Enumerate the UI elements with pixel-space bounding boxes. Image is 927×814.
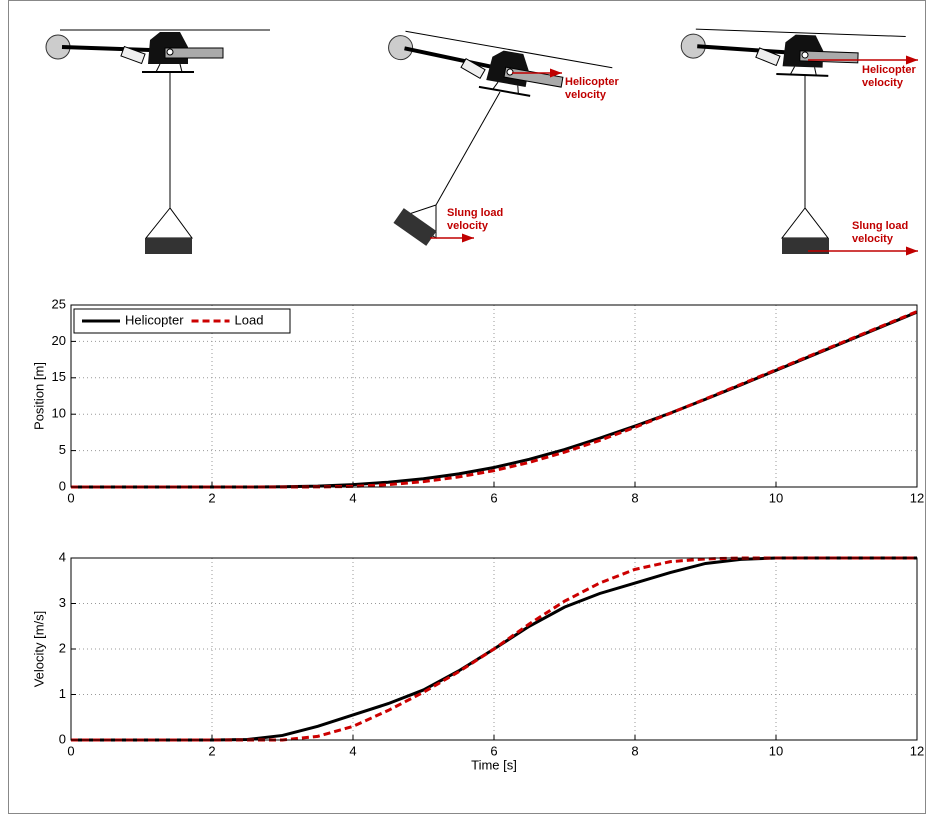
y-tick-label: 20: [52, 333, 66, 348]
x-tick-label: 2: [208, 490, 215, 505]
y-tick-label: 10: [52, 406, 66, 421]
axes-box: [70, 557, 918, 741]
annotation: velocity: [447, 220, 489, 232]
x-tick-label: 6: [490, 490, 497, 505]
x-tick-label: 4: [349, 743, 356, 758]
y-tick-label: 15: [52, 369, 66, 384]
annotation: Slung load: [447, 207, 503, 219]
annotation: Helicopter: [862, 64, 917, 76]
x-tick-label: 12: [910, 743, 924, 758]
y-axis-label: Position [m]: [31, 362, 46, 430]
y-tick-label: 0: [59, 478, 66, 493]
x-tick-label: 6: [490, 743, 497, 758]
x-tick-label: 4: [349, 490, 356, 505]
x-tick-label: 10: [769, 490, 783, 505]
x-tick-label: 0: [67, 490, 74, 505]
legend-label: Load: [235, 312, 264, 327]
x-tick-label: 12: [910, 490, 924, 505]
series-line: [71, 310, 918, 489]
x-tick-label: 2: [208, 743, 215, 758]
x-tick-label: 8: [631, 743, 638, 758]
x-tick-label: 0: [67, 743, 74, 758]
x-tick-label: 8: [631, 490, 638, 505]
y-tick-label: 5: [59, 442, 66, 457]
x-axis-label: Time [s]: [471, 757, 517, 772]
annotation: velocity: [565, 89, 607, 101]
y-tick-label: 25: [52, 296, 66, 311]
y-axis-label: Velocity [m/s]: [31, 611, 46, 688]
illustration: Helicopter velocity Slung load velocity …: [44, 29, 918, 256]
y-tick-label: 4: [59, 549, 66, 564]
annotation: velocity: [862, 77, 904, 89]
legend-label: Helicopter: [125, 312, 184, 327]
y-tick-label: 3: [59, 595, 66, 610]
annotation: Slung load: [852, 220, 908, 232]
y-tick-label: 1: [59, 686, 66, 701]
x-tick-label: 10: [769, 743, 783, 758]
y-tick-label: 2: [59, 640, 66, 655]
plot-area: [71, 305, 917, 487]
annotation: Helicopter: [565, 76, 620, 88]
y-tick-label: 0: [59, 731, 66, 746]
annotation: velocity: [852, 233, 894, 245]
axes-box: [70, 304, 918, 488]
